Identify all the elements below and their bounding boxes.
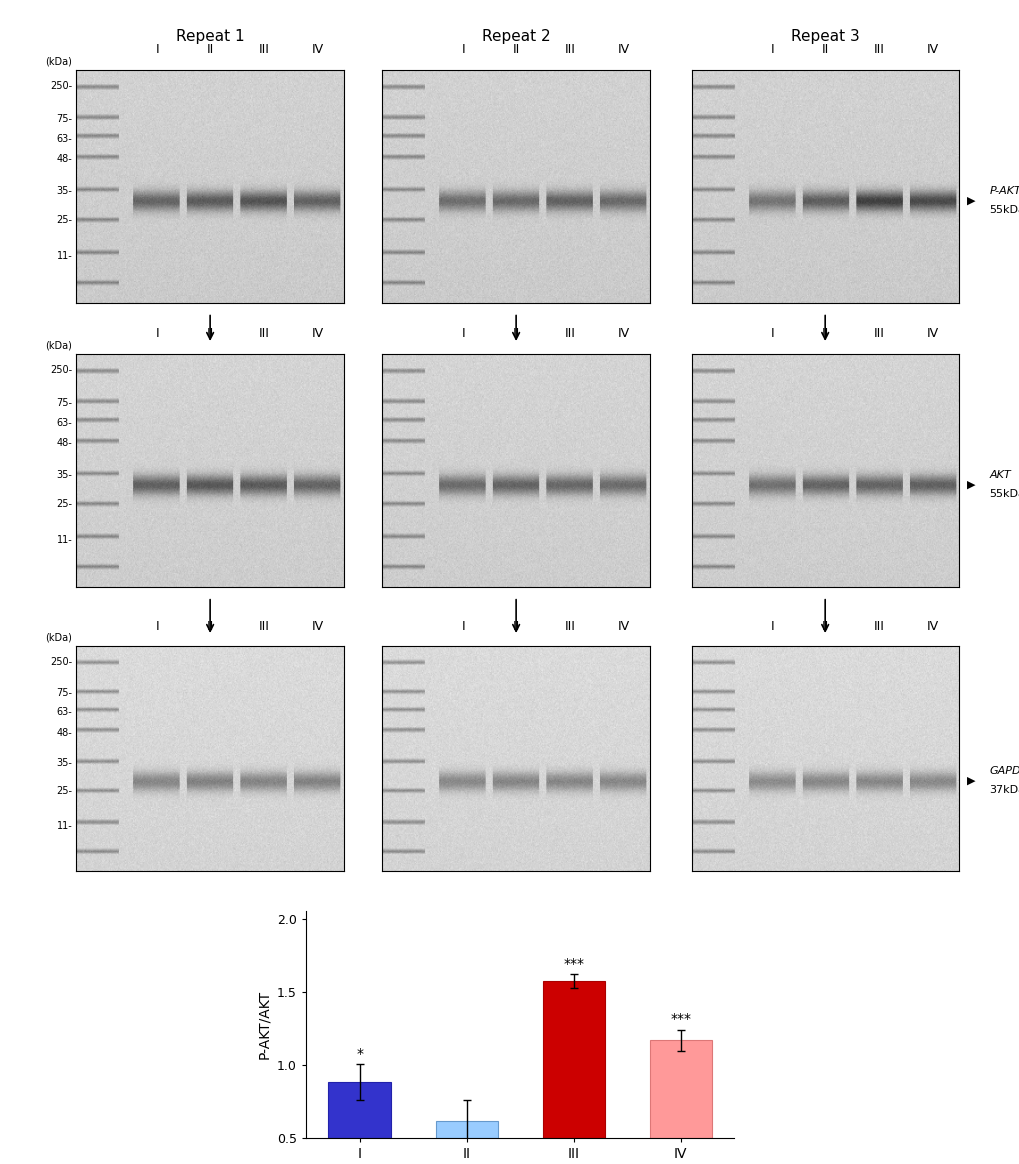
Text: I: I	[155, 43, 159, 56]
Text: Repeat 3: Repeat 3	[790, 29, 859, 44]
Text: IV: IV	[925, 620, 937, 633]
Text: 35-: 35-	[56, 758, 72, 768]
Text: I: I	[769, 43, 773, 56]
Text: I: I	[769, 327, 773, 341]
Text: I: I	[461, 43, 465, 56]
Text: 25-: 25-	[56, 215, 72, 225]
Text: *: *	[356, 1046, 363, 1060]
Text: 11-: 11-	[57, 821, 72, 831]
Text: 75-: 75-	[56, 114, 72, 123]
Text: 250-: 250-	[50, 656, 72, 667]
Text: IV: IV	[616, 620, 629, 633]
Text: ▶: ▶	[966, 776, 974, 786]
Text: 11-: 11-	[57, 251, 72, 261]
Text: ▶: ▶	[966, 196, 974, 205]
Bar	[649, 1041, 711, 1138]
Text: II: II	[513, 43, 520, 56]
Text: 55kDa: 55kDa	[988, 489, 1019, 499]
Text: IV: IV	[311, 43, 323, 56]
Text: AKT: AKT	[988, 469, 1010, 480]
Text: 35-: 35-	[56, 470, 72, 480]
Text: ***: ***	[669, 1013, 691, 1027]
Text: I: I	[769, 620, 773, 633]
Text: 25-: 25-	[56, 499, 72, 509]
Text: P-AKT: P-AKT	[988, 185, 1019, 196]
Text: 250-: 250-	[50, 365, 72, 375]
Text: I: I	[155, 327, 159, 341]
Text: ▶: ▶	[966, 480, 974, 489]
Text: II: II	[821, 620, 828, 633]
Text: II: II	[207, 327, 214, 341]
Text: II: II	[513, 620, 520, 633]
Text: II: II	[821, 327, 828, 341]
Text: IV: IV	[616, 327, 629, 341]
Text: IV: IV	[925, 43, 937, 56]
Text: II: II	[821, 43, 828, 56]
Text: 250-: 250-	[50, 81, 72, 91]
Text: IV: IV	[616, 43, 629, 56]
Text: III: III	[259, 43, 269, 56]
Text: 48-: 48-	[57, 728, 72, 738]
Text: (kDa): (kDa)	[46, 340, 72, 350]
Text: 63-: 63-	[57, 418, 72, 427]
Text: (kDa): (kDa)	[46, 632, 72, 643]
Text: III: III	[565, 43, 575, 56]
Text: III: III	[873, 620, 883, 633]
Bar	[542, 981, 604, 1138]
Text: 25-: 25-	[56, 786, 72, 796]
Text: Repeat 1: Repeat 1	[175, 29, 245, 44]
Text: 48-: 48-	[57, 155, 72, 164]
Text: III: III	[259, 327, 269, 341]
Bar	[435, 1121, 497, 1138]
Text: GAPDH: GAPDH	[988, 766, 1019, 776]
Text: ***: ***	[562, 957, 584, 971]
Text: Repeat 2: Repeat 2	[481, 29, 550, 44]
Text: (kDa): (kDa)	[46, 56, 72, 66]
Text: III: III	[565, 327, 575, 341]
Text: II: II	[207, 620, 214, 633]
Y-axis label: P-AKT/AKT: P-AKT/AKT	[257, 991, 271, 1059]
Text: 11-: 11-	[57, 535, 72, 545]
Text: I: I	[155, 620, 159, 633]
Text: III: III	[873, 327, 883, 341]
Text: 75-: 75-	[56, 398, 72, 407]
Text: I: I	[461, 620, 465, 633]
Text: III: III	[873, 43, 883, 56]
Text: 63-: 63-	[57, 708, 72, 717]
Text: 48-: 48-	[57, 439, 72, 448]
Text: II: II	[207, 43, 214, 56]
Text: IV: IV	[311, 620, 323, 633]
Text: 55kDa: 55kDa	[988, 205, 1019, 215]
Text: II: II	[513, 327, 520, 341]
Text: 63-: 63-	[57, 134, 72, 143]
Text: IV: IV	[925, 327, 937, 341]
Text: 35-: 35-	[56, 186, 72, 196]
Bar	[328, 1083, 390, 1138]
Text: 75-: 75-	[56, 688, 72, 698]
Text: 37kDa: 37kDa	[988, 786, 1019, 795]
Text: III: III	[565, 620, 575, 633]
Text: III: III	[259, 620, 269, 633]
Text: I: I	[461, 327, 465, 341]
Text: IV: IV	[311, 327, 323, 341]
